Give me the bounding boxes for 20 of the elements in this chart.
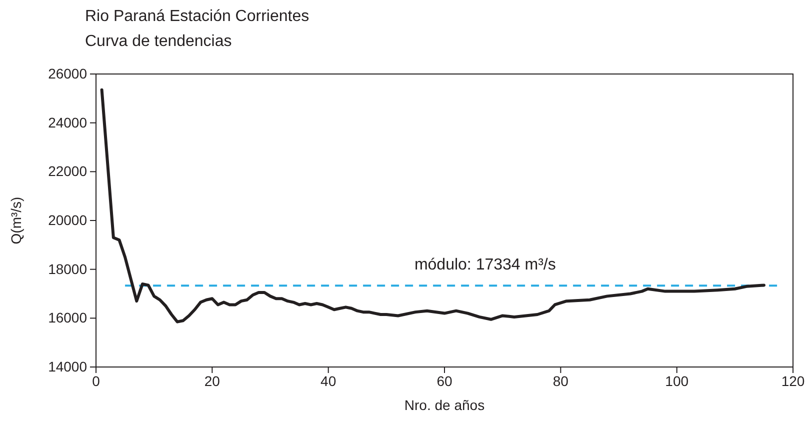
x-tick-label: 120	[781, 372, 805, 389]
y-tick-label: 16000	[48, 310, 88, 326]
x-tick-label: 100	[665, 372, 689, 389]
chart-title: Rio Paraná Estación Corrientes	[85, 8, 310, 25]
y-tick-label: 24000	[48, 114, 88, 130]
x-tick-label: 40	[320, 372, 336, 389]
y-axis-title: Q(m³/s)	[8, 196, 24, 244]
x-axis-title: Nro. de años	[404, 397, 485, 413]
x-tick-label: 0	[92, 372, 100, 389]
x-tick-label: 80	[552, 372, 569, 389]
ref-line-label: módulo: 17334 m³/s	[414, 256, 556, 274]
x-tick-label: 60	[436, 372, 452, 389]
y-tick-label: 26000	[48, 65, 88, 82]
y-tick-label: 18000	[48, 260, 88, 277]
line-series	[100, 88, 766, 324]
x-tick-label: 20	[204, 372, 220, 389]
y-tick-label: 20000	[48, 212, 88, 228]
y-tick-label: 22000	[48, 163, 88, 180]
y-tick-label: 14000	[48, 358, 88, 374]
chart-subtitle: Curva de tendencias	[85, 33, 232, 50]
